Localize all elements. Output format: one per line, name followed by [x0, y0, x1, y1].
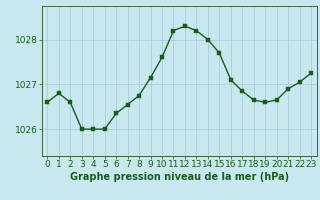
X-axis label: Graphe pression niveau de la mer (hPa): Graphe pression niveau de la mer (hPa): [70, 172, 289, 182]
